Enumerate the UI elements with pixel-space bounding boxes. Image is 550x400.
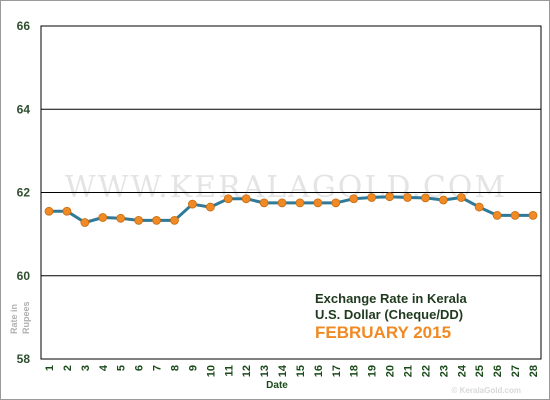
data-point (367, 193, 377, 202)
x-tick-label: 1 (44, 365, 56, 371)
x-tick-label: 11 (223, 365, 235, 377)
x-tick-label: 2 (62, 365, 74, 371)
y-axis-label-line-2: Rupees (21, 301, 31, 334)
x-tick-label: 5 (116, 365, 128, 371)
data-point (403, 193, 412, 202)
data-point (134, 215, 144, 225)
x-tick-label: 3 (80, 365, 92, 371)
data-point (528, 210, 538, 220)
x-tick-label: 10 (205, 365, 217, 377)
data-point (223, 194, 233, 204)
data-point (205, 202, 215, 212)
data-point (241, 194, 251, 204)
y-tick-label: 60 (17, 269, 31, 283)
x-tick-label: 4 (98, 364, 110, 371)
x-tick-label: 21 (403, 365, 415, 377)
chart-annotation: Exchange Rate in Kerala U.S. Dollar (Che… (315, 291, 467, 342)
x-tick-label: 6 (134, 365, 146, 371)
data-point (80, 218, 90, 227)
y-tick-label: 58 (17, 352, 31, 366)
x-tick-label: 19 (367, 365, 379, 377)
x-tick-label: 8 (169, 365, 181, 371)
x-tick-label: 28 (528, 365, 540, 377)
series-layer (44, 192, 538, 227)
data-point (98, 213, 108, 222)
credit-text: © KeralaGold.com (452, 386, 521, 395)
x-tick-label: 13 (259, 365, 271, 377)
data-point (421, 193, 430, 203)
annotation-title-line-3: FEBRUARY 2015 (315, 323, 451, 342)
data-point (438, 195, 448, 205)
annotation-title-line-1: Exchange Rate in Kerala (315, 291, 467, 306)
x-tick-label: 24 (456, 364, 468, 377)
data-point (259, 198, 269, 208)
y-axis-label-line-1: Rate in (9, 304, 19, 334)
data-point (152, 215, 161, 225)
x-tick-label: 12 (241, 365, 253, 377)
data-point (331, 198, 341, 208)
data-point (492, 210, 502, 220)
data-point (188, 199, 197, 209)
y-axis-label: Rate in Rupees (9, 301, 31, 334)
x-tick-label: 9 (187, 365, 199, 371)
x-tick-label: 26 (492, 365, 504, 377)
x-tick-label: 20 (385, 365, 397, 377)
data-point (277, 198, 287, 208)
series-line (49, 195, 533, 224)
x-axis-label: Date (266, 380, 288, 391)
data-point (44, 206, 54, 216)
x-tick-label: 16 (313, 365, 325, 377)
x-tick-label: 15 (295, 365, 307, 377)
data-point (474, 202, 484, 212)
data-point (295, 198, 305, 208)
annotation-title-line-2: U.S. Dollar (Cheque/DD) (315, 307, 463, 322)
x-tick-label: 18 (349, 365, 361, 377)
y-tick-label: 66 (17, 19, 31, 33)
y-tick-label: 62 (17, 186, 31, 200)
data-point (62, 206, 72, 216)
data-point (456, 193, 466, 202)
data-point (349, 194, 359, 204)
x-tick-label: 25 (474, 365, 486, 377)
data-point (116, 213, 126, 223)
x-tick-label: 7 (152, 365, 164, 371)
x-tick-label: 17 (331, 365, 343, 377)
data-point (510, 210, 520, 220)
data-point (170, 215, 179, 225)
y-tick-labels: 58 60 62 64 66 (17, 19, 31, 366)
x-tick-labels: 1 2 3 4 5 6 7 8 9 10 11 12 13 14 15 16 17 18 19 20 21 22 23 24 2… (44, 364, 540, 377)
y-tick-label: 64 (17, 102, 31, 116)
x-tick-label: 27 (510, 365, 522, 377)
x-tick-label: 14 (277, 364, 289, 377)
data-point (313, 198, 323, 208)
grid-lines (40, 25, 542, 360)
data-point (385, 192, 394, 202)
x-tick-label: 22 (420, 365, 432, 377)
x-tick-label: 23 (438, 365, 450, 377)
